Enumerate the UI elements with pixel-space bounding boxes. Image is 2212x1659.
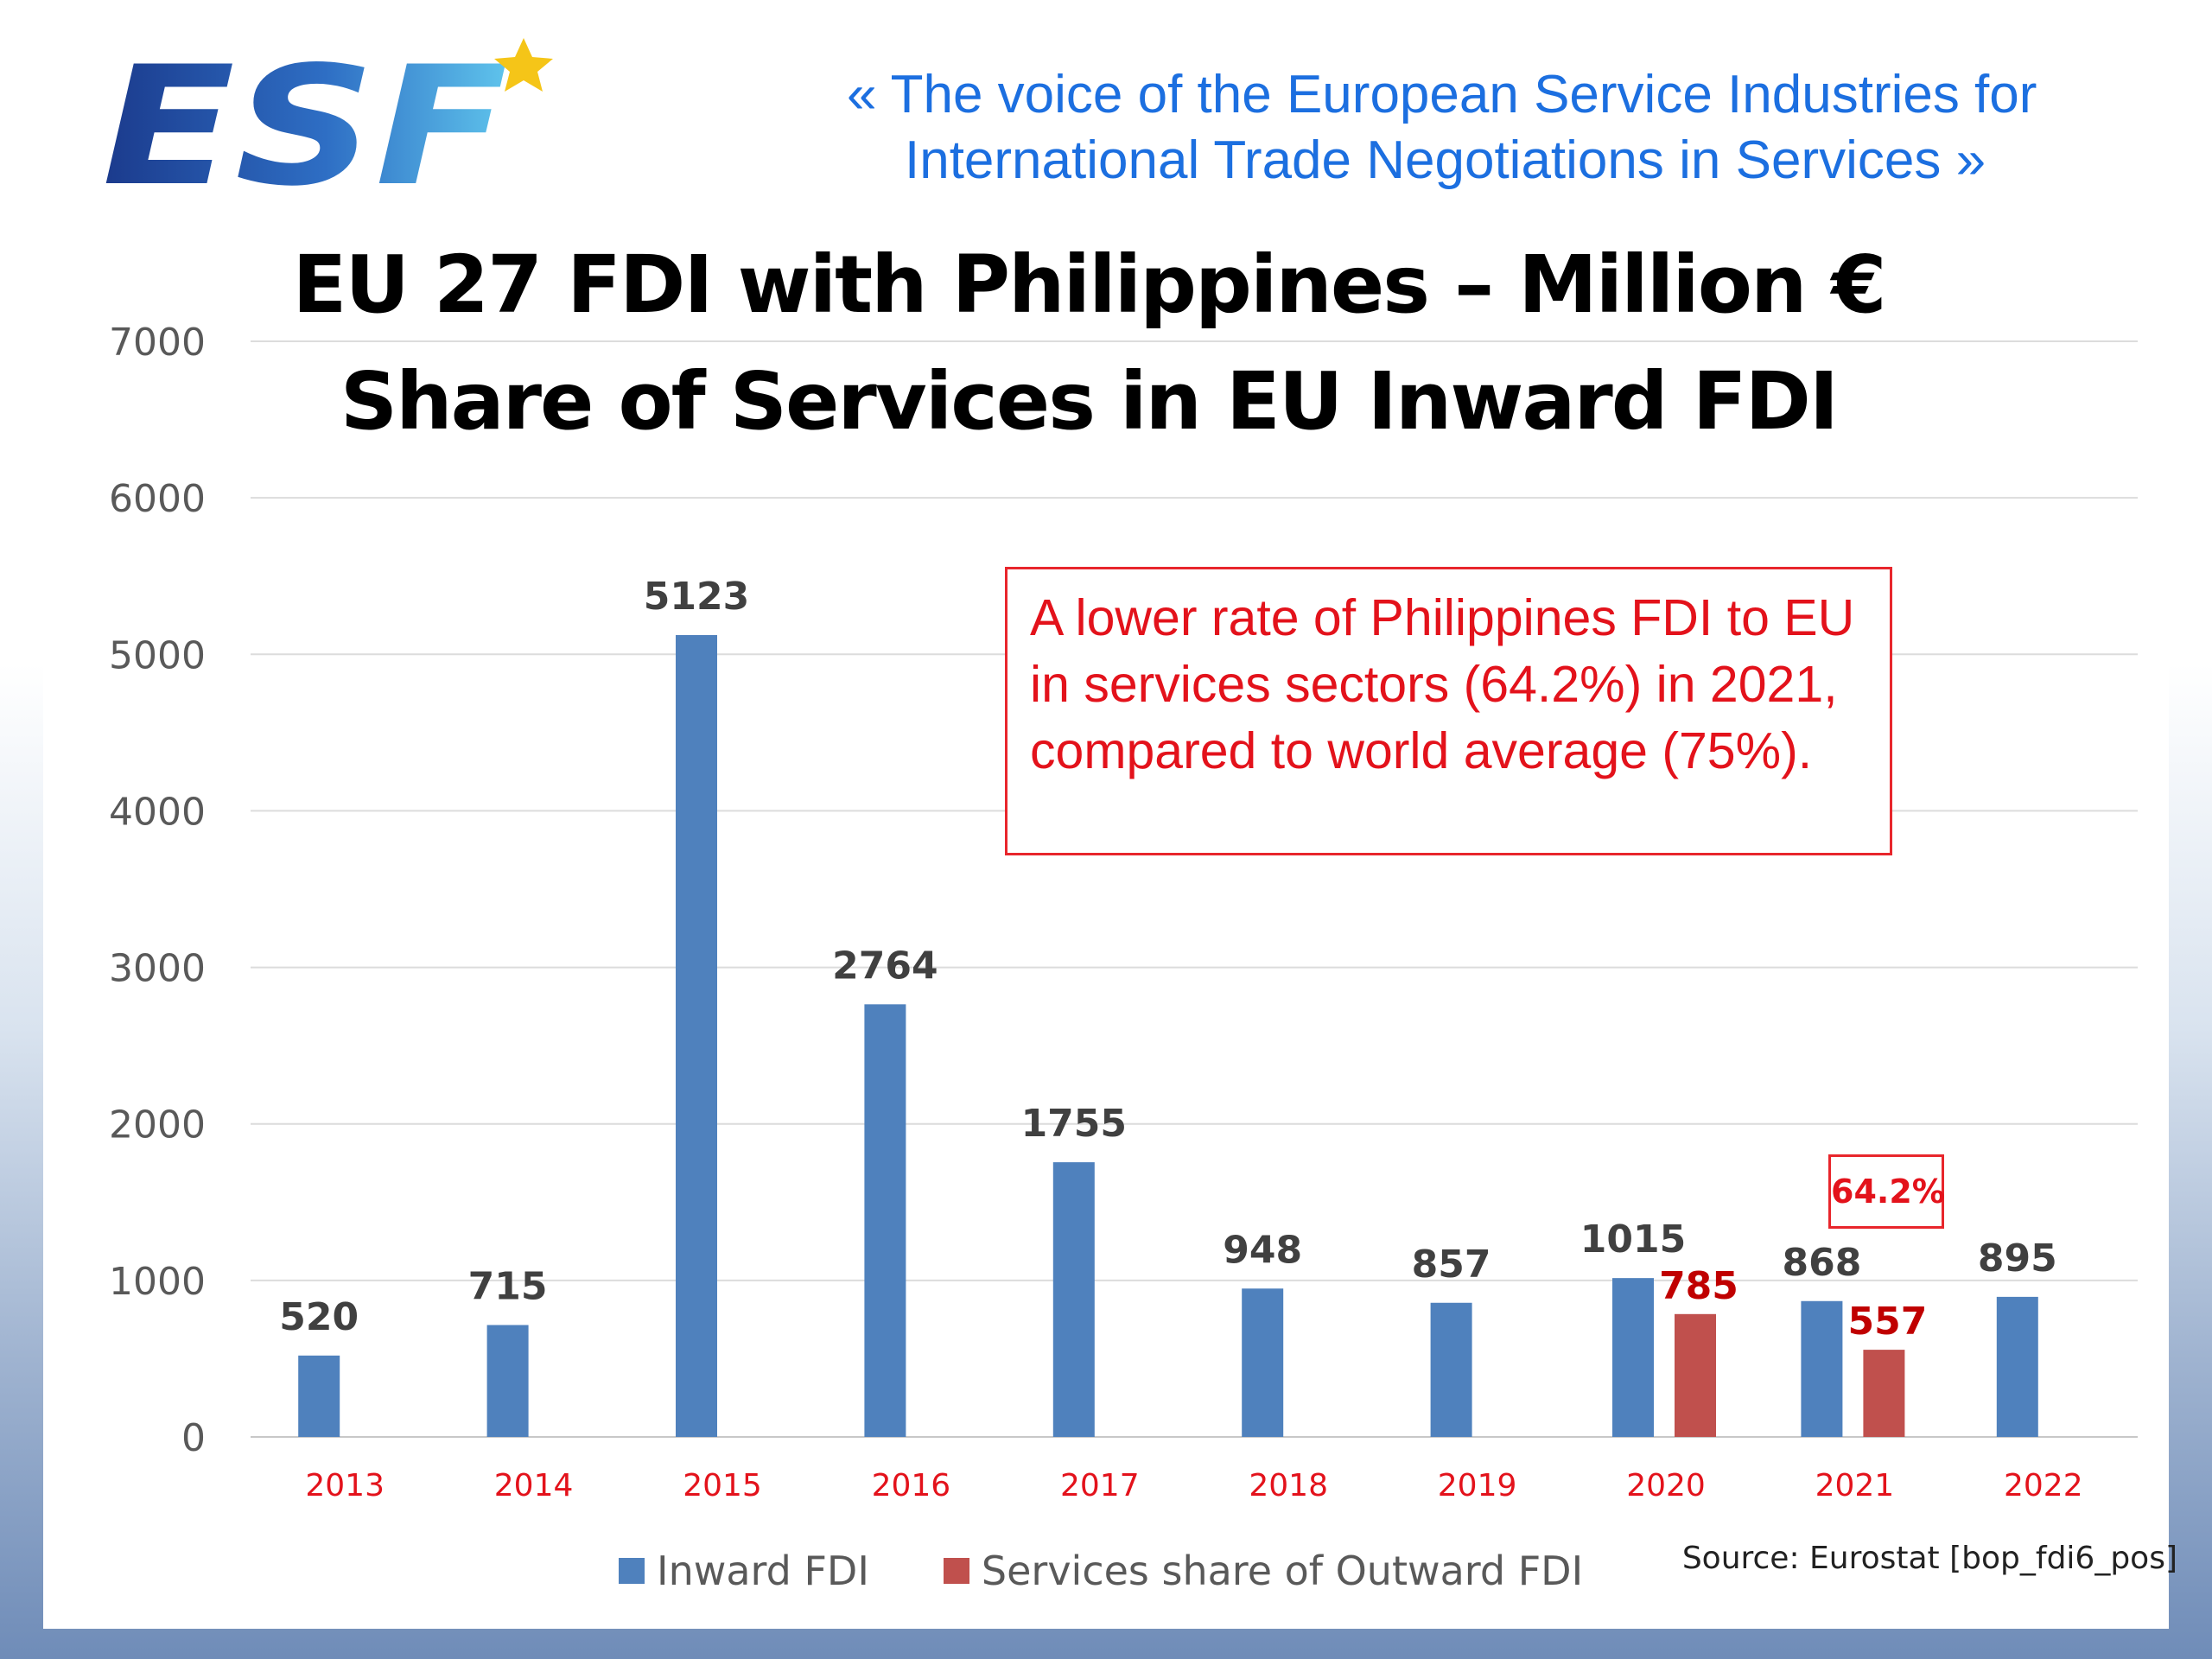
data-label-inward: 895 [1978,1236,2057,1281]
star-icon [494,38,553,92]
bar-inward-fdi [1052,1162,1095,1437]
x-tick-label: 2019 [1438,1468,1517,1503]
x-tick-label: 2021 [1815,1468,1895,1503]
y-tick-label: 2000 [109,1103,206,1147]
legend-swatch-services [943,1558,969,1584]
annotation-box: A lower rate of Philippines FDI to EU in… [1005,567,1892,855]
data-label-services: 557 [1847,1300,1927,1344]
legend-label-services: Services share of Outward FDI [981,1548,1584,1594]
percent-callout: 64.2% [1828,1154,1945,1229]
bar-inward-fdi [1801,1300,1843,1437]
bar-inward-fdi [1612,1278,1654,1437]
data-label-inward: 5123 [644,575,749,619]
bar-services-share [1863,1350,1905,1437]
data-label-inward: 520 [279,1295,359,1339]
esf-logo: ESF [102,35,553,199]
tagline-line-2: International Trade Negotiations in Serv… [905,130,1986,190]
data-label-inward: 715 [468,1264,548,1308]
y-tick-label: 7000 [109,321,206,365]
tagline-line-1: « The voice of the European Service Indu… [847,65,2037,124]
data-label-inward: 948 [1223,1228,1302,1272]
bar-inward-fdi [676,635,717,1437]
legend-label-inward: Inward FDI [657,1548,869,1594]
x-tick-label: 2015 [683,1468,762,1503]
bar-inward-fdi [1996,1296,2038,1437]
bar-inward-fdi [298,1355,340,1437]
y-tick-label: 1000 [109,1260,206,1304]
data-label-inward: 2764 [832,944,938,988]
data-label-inward: 1015 [1580,1217,1686,1262]
chart-legend: Inward FDI Services share of Outward FDI [619,1545,1657,1597]
bar-inward-fdi [864,1004,906,1437]
chart-title: EU 27 FDI with Philippines – Million € [292,238,1886,331]
y-tick-label: 0 [181,1416,206,1460]
x-tick-label: 2018 [1249,1468,1328,1503]
bar-inward-fdi [486,1325,529,1437]
x-tick-label: 2020 [1626,1468,1706,1503]
data-label-services: 785 [1659,1264,1738,1308]
y-tick-label: 3000 [109,947,206,991]
chart-titles: EU 27 FDI with Philippines – Million € S… [0,226,2177,460]
bar-inward-fdi [1430,1302,1472,1437]
data-label-inward: 868 [1782,1241,1861,1285]
legend-item-inward: Inward FDI [619,1548,869,1594]
chart-subtitle: Share of Services in EU Inward FDI [340,355,1839,448]
data-label-inward: 857 [1412,1243,1491,1287]
x-tick-label: 2013 [305,1468,385,1503]
x-tick-label: 2017 [1060,1468,1140,1503]
bar-services-share [1675,1313,1716,1437]
y-tick-label: 4000 [109,790,206,834]
y-tick-label: 6000 [109,477,206,521]
x-tick-label: 2014 [494,1468,574,1503]
data-label-inward: 1755 [1021,1102,1127,1146]
y-tick-label: 5000 [109,633,206,677]
bar-inward-fdi [1242,1288,1284,1437]
legend-swatch-inward [619,1558,645,1584]
source-note: Source: Eurostat [bop_fdi6_pos] [1681,1541,2177,1576]
x-tick-label: 2016 [872,1468,951,1503]
tagline: « The voice of the European Service Indu… [847,62,2126,194]
legend-item-services: Services share of Outward FDI [943,1548,1584,1594]
x-tick-label: 2022 [2004,1468,2083,1503]
logo-wordmark: ESF [102,35,508,199]
